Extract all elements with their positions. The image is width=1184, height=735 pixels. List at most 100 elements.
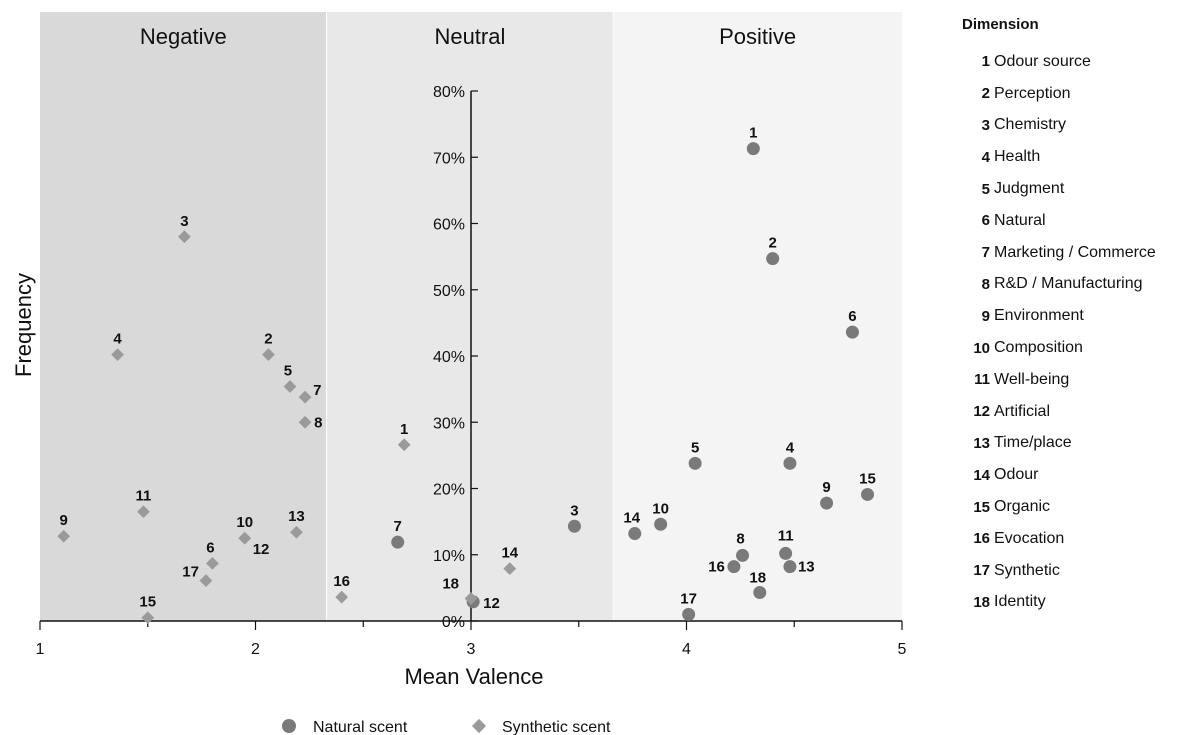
synthetic-scent-point-label-4: 4 [113,331,122,348]
dimension-label: Composition [994,339,1083,357]
natural-scent-point-label-12: 12 [483,595,500,612]
y-axis-title: Frequency [11,273,36,377]
synthetic-scent-point-label-16: 16 [333,573,350,590]
dimension-item: 9 Environment [962,300,1182,332]
natural-scent-point-label-2: 2 [769,235,777,252]
synthetic-scent-point-label-10: 10 [236,514,253,531]
y-tick-label: 70% [433,150,465,167]
dimension-label: Artificial [994,402,1051,420]
y-tick-label: 50% [433,283,465,300]
dimension-label: Natural [994,211,1046,229]
synthetic-scent-point-label-15: 15 [139,594,156,611]
synthetic-scent-point-label-17: 17 [182,564,199,581]
natural-scent-point-label-14: 14 [623,510,640,527]
natural-scent-point-18 [753,586,767,600]
region-neutral [326,12,614,621]
synthetic-scent-point-label-1: 1 [400,421,408,438]
dimension-label: Organic [994,498,1051,516]
y-tick-label: 20% [433,482,465,499]
dimension-label: Well-being [994,370,1070,388]
synthetic-scent-point-label-3: 3 [180,213,188,230]
y-tick-label: 30% [433,415,465,432]
dimension-label: R&D / Manufacturing [994,275,1143,293]
natural-scent-point-label-18: 18 [749,570,766,587]
natural-scent-point-label-13: 13 [798,559,815,576]
natural-scent-point-16 [727,560,741,574]
dimension-number: 14 [973,466,990,484]
natural-scent-point-2 [766,252,780,266]
natural-scent-point-label-6: 6 [848,308,856,325]
dimension-number: 13 [973,434,990,452]
dimension-label: Time/place [994,434,1072,452]
dimension-number: 1 [981,53,990,71]
natural-scent-point-label-15: 15 [859,470,876,487]
y-tick-label: 40% [433,349,465,366]
natural-scent-point-label-4: 4 [786,439,795,456]
natural-scent-point-9 [820,496,834,510]
region-label-positive: Positive [719,24,796,49]
synthetic-scent-point-2 [262,348,275,362]
dimension-number: 16 [973,530,990,548]
region-label-negative: Negative [140,24,227,49]
dimension-number: 8 [981,275,990,293]
natural-scent-point-5 [688,456,702,470]
dimension-item: 12 Artificial [962,396,1182,428]
dimension-number: 10 [973,339,990,357]
region-negative [40,12,327,621]
x-tick-label: 5 [898,641,907,658]
dimension-number: 7 [981,244,990,262]
x-tick-label: 3 [467,641,476,658]
dimension-item: 5 Judgment [962,173,1182,205]
natural-scent-point-14 [628,527,642,541]
dimension-number: 3 [981,116,990,134]
natural-scent-point-label-1: 1 [749,125,757,142]
dimension-number: 9 [981,307,990,325]
dimension-item: 15 Organic [962,491,1182,523]
natural-scent-point-13 [783,560,797,574]
synthetic-scent-point-label-8: 8 [314,414,322,431]
dimension-number: 11 [974,371,990,389]
dimension-item: 3 Chemistry [962,110,1182,142]
synthetic-scent-legend-label: Synthetic scent [502,719,611,735]
axes: 1 2 3 4 50%10%20%30%40%50%60%70%80%Mean Vale… [11,84,907,689]
synthetic-scent-point-1 [397,438,411,452]
dimension-label: Judgment [994,180,1065,198]
synthetic-scent-point-label-6: 6 [206,539,214,556]
dimension-item: 8 R&D / Manufacturing [962,269,1182,301]
dimension-item: 1 Odour source [962,46,1182,78]
synthetic-scent-point-8 [298,415,312,429]
dimension-item: 11 Well-being [962,364,1182,396]
dimension-label: Odour source [994,52,1091,70]
dimension-label: Evocation [994,529,1065,547]
synthetic-scent-point-3 [178,230,191,244]
dimension-number: 4 [981,148,990,166]
natural-scent-point-label-10: 10 [652,500,669,517]
natural-scent-point-label-16: 16 [708,559,725,576]
natural-scent-point-label-17: 17 [680,590,697,607]
natural-scent-point-11 [779,546,793,560]
synthetic-scent-point-label-2: 2 [264,331,272,348]
natural-scent-point-17 [682,607,696,621]
x-axis-title: Mean Valence [404,664,543,689]
synthetic-scent-point-label-12: 12 [253,541,270,558]
dimension-label: Chemistry [994,116,1067,134]
dimension-item: 16 Evocation [962,523,1182,555]
dimension-item: 6 Natural [962,205,1182,237]
natural-scent-point-6 [845,325,859,339]
dimension-number: 5 [981,180,990,198]
dimension-item: 4 Health [962,141,1182,173]
dimension-legend-title: Dimension [962,16,1039,33]
x-tick-label: 4 [682,641,691,658]
dimension-item: 14 Odour [962,459,1182,491]
natural-scent-point-label-7: 7 [394,518,402,535]
dimension-label: Perception [994,84,1071,102]
y-tick-label: 0% [442,614,465,631]
dimension-label: Synthetic [994,561,1060,579]
natural-scent-point-label-8: 8 [736,530,744,547]
synthetic-scent-point-5 [283,380,297,393]
synthetic-scent-point-label-14: 14 [501,545,518,562]
x-tick-label: 1 [36,641,45,658]
dimension-number: 12 [973,403,990,421]
dimension-number: 6 [981,212,990,230]
dimension-label: Odour [994,466,1039,484]
